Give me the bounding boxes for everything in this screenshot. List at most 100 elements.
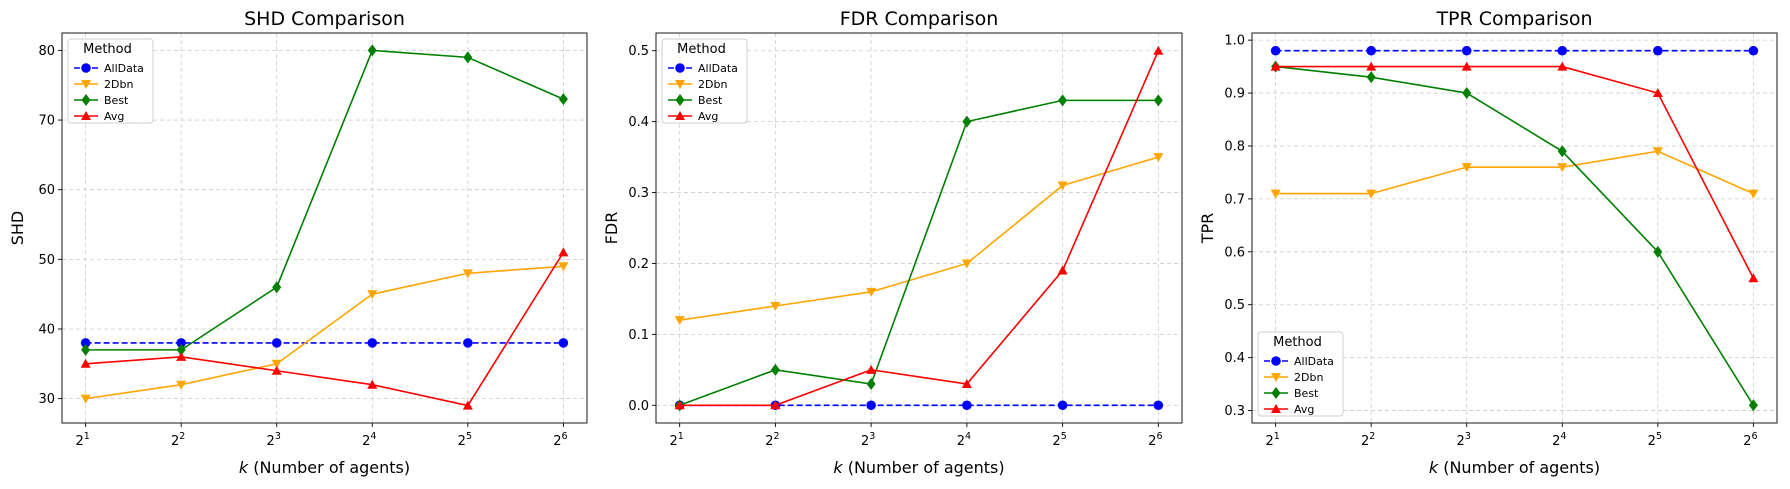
y-tick-label: 0.5 <box>1224 298 1245 313</box>
data-point-best <box>1366 71 1376 84</box>
data-point-2dbn <box>1461 163 1472 173</box>
data-point-2dbn <box>367 290 378 300</box>
y-tick-label: 0.3 <box>628 186 649 201</box>
data-point-best <box>770 363 780 376</box>
legend-label-best: Best <box>698 94 723 107</box>
x-axis-label-text: (Number of agents) <box>1438 458 1600 477</box>
x-tick-label: 22 <box>171 431 185 449</box>
data-point-best <box>1557 145 1567 158</box>
y-axis-label: SHD <box>8 211 27 246</box>
legend-label-alldata: AllData <box>698 62 738 75</box>
data-point-alldata <box>1366 45 1376 56</box>
x-tick-base: 2 <box>267 434 275 449</box>
x-tick-exponent: 5 <box>466 431 472 442</box>
data-point-2dbn <box>1057 181 1068 191</box>
data-point-alldata <box>866 400 876 411</box>
data-point-alldata <box>1153 400 1164 411</box>
legend-title: Method <box>1273 335 1322 350</box>
x-tick-exponent: 5 <box>1656 431 1662 442</box>
data-point-avg <box>1057 265 1068 275</box>
data-point-2dbn <box>866 287 877 297</box>
data-point-2dbn <box>1153 153 1164 163</box>
axes-frame <box>61 32 588 424</box>
chart-title: FDR Comparison <box>840 8 999 30</box>
data-point-2dbn <box>1652 147 1663 157</box>
data-point-avg <box>674 400 685 410</box>
legend-marker-avg <box>1271 404 1281 413</box>
axes-frame <box>655 32 1183 424</box>
data-point-avg <box>80 358 91 368</box>
legend-marker-2dbn <box>81 80 91 89</box>
y-tick-label: 40 <box>38 322 55 337</box>
x-tick-base: 2 <box>171 434 179 449</box>
x-tick-label: 24 <box>1552 431 1566 449</box>
x-tick-exponent: 4 <box>965 431 971 442</box>
legend-label-avg: Avg <box>1294 403 1314 416</box>
data-point-alldata <box>1653 45 1663 56</box>
series-line-best <box>679 99 1159 407</box>
data-point-best <box>558 93 568 106</box>
x-tick-exponent: 2 <box>179 431 185 442</box>
x-axis-label-variable: k <box>1429 458 1439 477</box>
x-tick-label: 24 <box>957 431 971 449</box>
legend-box <box>67 38 154 124</box>
legend-marker-alldata <box>675 63 685 73</box>
data-point-best <box>81 343 91 356</box>
x-tick-base: 2 <box>458 434 466 449</box>
x-tick-label: 25 <box>458 431 472 449</box>
data-point-2dbn <box>176 380 187 390</box>
data-point-best <box>272 281 282 294</box>
legend-box <box>661 38 748 124</box>
y-tick-label: 80 <box>38 44 55 59</box>
x-tick-exponent: 1 <box>1274 431 1280 442</box>
y-tick-label: 0.1 <box>628 328 649 343</box>
x-tick-label: 25 <box>1052 431 1066 449</box>
x-tick-exponent: 3 <box>869 431 875 442</box>
series-line-avg <box>1275 65 1755 279</box>
data-point-alldata <box>367 338 378 348</box>
x-axis-label-variable: k <box>239 458 249 477</box>
data-point-avg <box>1270 61 1281 71</box>
legend-label-2dbn: 2Dbn <box>698 78 727 91</box>
legend-marker-best <box>1271 387 1281 399</box>
data-point-avg <box>271 365 282 375</box>
legend-marker-avg <box>81 111 91 120</box>
chart-title: TPR Comparison <box>1435 8 1592 30</box>
legend-label-best: Best <box>1294 387 1319 400</box>
y-tick-label: 70 <box>38 114 55 129</box>
y-tick-label: 30 <box>38 392 55 407</box>
legend-marker-2dbn <box>675 80 685 89</box>
y-tick-label: 0.9 <box>1224 87 1245 102</box>
series-line-2dbn <box>1275 150 1754 195</box>
x-tick-base: 2 <box>1457 434 1465 449</box>
series-line-avg <box>85 251 565 407</box>
x-tick-base: 2 <box>765 434 773 449</box>
x-tick-base: 2 <box>1052 434 1060 449</box>
data-point-best <box>1748 399 1758 412</box>
x-tick-base: 2 <box>670 434 678 449</box>
data-point-2dbn <box>80 394 91 404</box>
data-point-avg <box>1557 61 1568 71</box>
x-tick-exponent: 3 <box>1465 431 1471 442</box>
data-point-alldata <box>176 338 186 348</box>
data-point-2dbn <box>1270 189 1281 199</box>
x-tick-exponent: 3 <box>275 431 281 442</box>
series-line-2dbn <box>85 265 564 400</box>
data-point-avg <box>770 400 781 410</box>
data-point-2dbn <box>961 259 972 269</box>
y-tick-label: 50 <box>38 253 55 268</box>
x-tick-label: 26 <box>1148 431 1162 449</box>
legend-marker-2dbn <box>1271 373 1281 382</box>
y-axis-label: TPR <box>1198 213 1217 245</box>
x-tick-label: 23 <box>1457 431 1471 449</box>
legend: Method AllData 2Dbn Best Avg <box>661 38 748 124</box>
legend-label-best: Best <box>104 94 129 107</box>
y-tick-label: 0.8 <box>1224 139 1245 154</box>
legend-label-2dbn: 2Dbn <box>1294 371 1323 384</box>
y-tick-label: 0.4 <box>1224 351 1245 366</box>
x-tick-exponent: 6 <box>1751 431 1757 442</box>
x-tick-label: 25 <box>1648 431 1662 449</box>
data-point-avg <box>961 379 972 388</box>
